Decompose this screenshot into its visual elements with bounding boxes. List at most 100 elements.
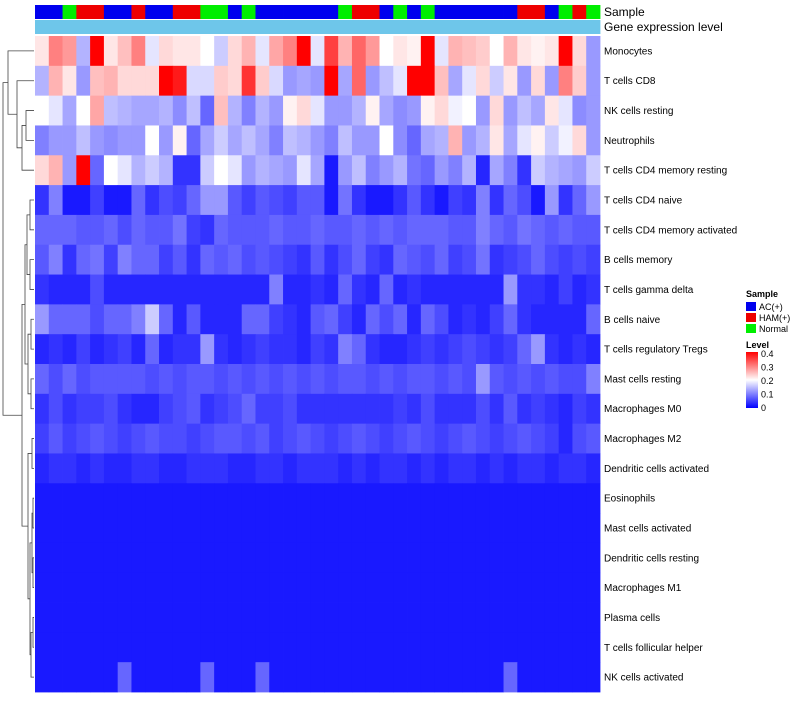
row-label-nk-cells-activated: NK cells activated (604, 673, 683, 684)
heatmap-cell (558, 662, 573, 693)
heatmap-cell (379, 572, 394, 603)
heatmap-cell (48, 214, 63, 246)
sample-annotation-bar (35, 5, 601, 19)
heatmap-cell (379, 364, 394, 395)
heatmap-cell (586, 155, 601, 186)
heatmap-cell (48, 334, 63, 365)
heatmap-cell (103, 65, 119, 97)
heatmap-cell (338, 364, 353, 395)
heatmap-cell (296, 453, 312, 484)
heatmap-cell (186, 632, 201, 663)
heatmap-cell (338, 274, 353, 305)
heatmap-cell (379, 155, 394, 186)
row-label-t-cells-cd8: T cells CD8 (604, 76, 656, 87)
heatmap-cell (283, 274, 298, 305)
heatmap-cell (393, 95, 408, 126)
heatmap-cell (172, 214, 187, 246)
heatmap-cell (103, 244, 119, 275)
heatmap-cell (117, 423, 132, 454)
heatmap-cell (186, 453, 201, 484)
heatmap-cell (76, 542, 91, 574)
heatmap-cell (448, 65, 463, 97)
heatmap-cell (269, 662, 284, 693)
heatmap-cell (531, 65, 546, 97)
heatmap-cell (420, 632, 436, 663)
heatmap-cell (586, 393, 601, 425)
heatmap-cell (572, 185, 587, 216)
expression-annotation-cell (448, 20, 463, 34)
heatmap-cell (503, 65, 518, 97)
heatmap-cell (503, 274, 518, 305)
heatmap-cell (420, 304, 436, 335)
heatmap-cell (117, 453, 132, 484)
heatmap-cell (117, 155, 132, 186)
heatmap-cell (255, 393, 270, 425)
heatmap-cell (48, 65, 63, 97)
heatmap-cell (269, 95, 284, 126)
heatmap-cell (365, 453, 380, 484)
heatmap-cell (393, 155, 408, 186)
heatmap-cell (324, 393, 339, 425)
expression-annotation-cell (296, 20, 312, 34)
heatmap-cell (393, 423, 408, 454)
heatmap-cell (296, 65, 312, 97)
heatmap-cell (131, 125, 146, 156)
row-dendrogram (2, 50, 34, 678)
heatmap-cell (296, 125, 312, 156)
heatmap-cell (503, 632, 518, 663)
heatmap-cell (269, 274, 284, 305)
legend-sample-title: Sample (746, 289, 778, 299)
heatmap-cell (214, 214, 229, 246)
heatmap-cell (145, 304, 160, 335)
heatmap-cell (558, 185, 573, 216)
heatmap-cell (393, 244, 408, 275)
heatmap-cell (338, 95, 353, 126)
heatmap-cell (131, 542, 146, 574)
heatmap-cell (172, 632, 187, 663)
heatmap-cell (572, 662, 587, 693)
heatmap-cell (159, 513, 174, 544)
heatmap-cell (586, 95, 601, 126)
heatmap-cell (586, 632, 601, 663)
heatmap-cell (35, 483, 50, 514)
heatmap-cell (296, 632, 312, 663)
heatmap-cell (489, 572, 504, 603)
heatmap-cell (214, 274, 229, 305)
heatmap-cell (448, 364, 463, 395)
heatmap-cell (586, 423, 601, 454)
heatmap-cells (35, 36, 601, 693)
heatmap-cell (117, 572, 132, 603)
heatmap-cell (227, 423, 243, 454)
heatmap-cell (103, 423, 119, 454)
heatmap-cell (324, 423, 339, 454)
heatmap-cell (117, 65, 132, 97)
heatmap-cell (103, 572, 119, 603)
expression-annotation-cell (462, 20, 477, 34)
heatmap-cell (475, 274, 491, 305)
expression-annotation-cell (241, 20, 256, 34)
heatmap-cell (572, 125, 587, 156)
heatmap-cell (145, 364, 160, 395)
heatmap-cell (145, 453, 160, 484)
sample-annotation-cell (283, 5, 298, 19)
heatmap-cell (296, 214, 312, 246)
heatmap-cell (200, 572, 215, 603)
heatmap-cell (517, 602, 532, 633)
heatmap-cell (296, 542, 312, 574)
expression-annotation-cell (159, 20, 174, 34)
heatmap-cell (145, 423, 160, 454)
heatmap-cell (558, 542, 573, 574)
heatmap-cell (489, 662, 504, 693)
heatmap-cell (227, 214, 243, 246)
heatmap-cell (172, 244, 187, 275)
dendrogram-branch (27, 333, 31, 395)
heatmap-cell (448, 542, 463, 574)
heatmap-cell (90, 483, 105, 514)
heatmap-cell (269, 453, 284, 484)
heatmap-cell (448, 453, 463, 484)
heatmap-cell (489, 483, 504, 514)
heatmap-cell (117, 364, 132, 395)
heatmap-cell (365, 185, 380, 216)
heatmap-cell (434, 542, 449, 574)
heatmap-cell (62, 393, 77, 425)
